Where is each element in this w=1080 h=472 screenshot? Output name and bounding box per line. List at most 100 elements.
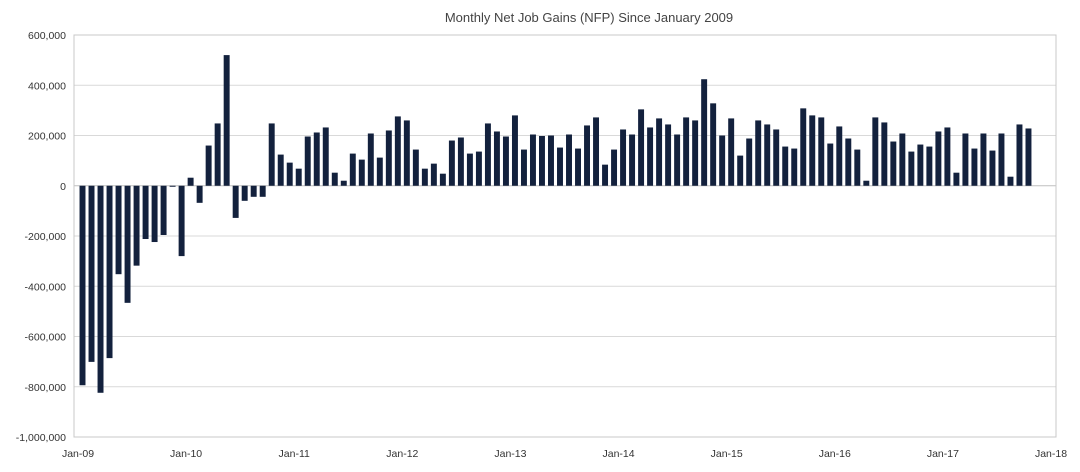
bar <box>367 133 374 186</box>
bar <box>349 153 356 186</box>
bar <box>989 150 996 186</box>
y-tick-label: 400,000 <box>28 80 66 92</box>
bar <box>827 143 834 186</box>
bar <box>575 148 581 186</box>
bar <box>692 120 699 186</box>
bar <box>79 185 86 386</box>
bar <box>187 177 194 186</box>
bar <box>845 138 852 186</box>
plot-area <box>73 34 1057 438</box>
y-tick-label: 0 <box>60 181 66 193</box>
bar <box>764 124 771 186</box>
bar <box>728 118 735 186</box>
y-tick-label: -200,000 <box>25 231 67 243</box>
x-tick-label: Jan-11 <box>279 448 310 460</box>
bar <box>998 133 1005 186</box>
gridlines <box>74 34 1056 438</box>
bar <box>358 159 365 186</box>
x-tick-label: Jan-12 <box>386 448 418 460</box>
x-tick-label: Jan-16 <box>819 448 851 460</box>
bar <box>935 131 942 186</box>
bar <box>917 144 924 186</box>
bar <box>746 138 753 186</box>
bar <box>782 146 789 186</box>
bar <box>412 149 419 186</box>
bar <box>151 185 158 243</box>
bar <box>286 162 293 186</box>
bar <box>403 120 410 186</box>
bar <box>313 132 320 186</box>
bar <box>439 173 446 186</box>
bar <box>548 135 554 186</box>
bar <box>421 168 428 186</box>
bar <box>241 185 248 201</box>
bar <box>710 103 717 186</box>
bar <box>629 134 636 186</box>
bar <box>304 136 311 186</box>
x-tick-label: Jan-15 <box>711 448 743 460</box>
bar <box>124 185 131 303</box>
bar <box>719 135 726 186</box>
bar <box>142 185 149 240</box>
bar <box>962 133 969 186</box>
bar <box>611 149 618 186</box>
bar <box>133 185 140 266</box>
x-tick-label: Jan-18 <box>1035 448 1067 460</box>
bar <box>647 127 654 186</box>
y-tick-label: -600,000 <box>25 332 67 344</box>
bar <box>214 123 221 186</box>
bar <box>881 122 888 186</box>
bar <box>566 134 572 186</box>
bar <box>268 123 275 186</box>
bar <box>475 151 482 186</box>
bar <box>674 134 681 186</box>
bar <box>160 185 167 235</box>
bar <box>872 117 879 186</box>
bar <box>322 127 329 186</box>
x-axis-ticks: Jan-09 Jan-10 Jan-11 Jan-12 Jan-13 Jan-14 Jan-… <box>62 448 1067 460</box>
bar <box>295 168 302 186</box>
bar <box>502 136 509 186</box>
y-tick-label: -800,000 <box>25 382 67 394</box>
bar <box>926 146 933 186</box>
bar <box>890 141 897 186</box>
y-tick-label: 600,000 <box>28 30 66 42</box>
bar <box>529 134 536 186</box>
bar <box>376 157 383 186</box>
bar <box>809 115 816 186</box>
bar <box>818 117 825 186</box>
bar <box>466 153 473 186</box>
bar <box>331 172 338 186</box>
bar <box>836 126 843 186</box>
bar <box>980 133 987 186</box>
bar <box>250 185 257 197</box>
bar <box>520 149 527 186</box>
bar <box>448 140 455 186</box>
bar <box>944 127 951 186</box>
bar <box>1025 128 1032 186</box>
bar <box>385 130 392 186</box>
y-axis-ticks: 600,000 400,000 200,000 0 -200,000 -400,000 -6… <box>16 30 66 444</box>
bar <box>791 148 798 186</box>
bar <box>484 123 491 186</box>
bar <box>539 136 545 186</box>
x-tick-label: Jan-14 <box>603 448 635 460</box>
bar <box>683 117 690 186</box>
bar <box>899 133 906 186</box>
bar <box>223 55 230 186</box>
y-tick-label: -400,000 <box>25 281 67 293</box>
bar <box>584 125 590 186</box>
bar <box>88 185 95 362</box>
bar <box>701 79 708 186</box>
x-tick-label: Jan-17 <box>927 448 959 460</box>
bar <box>169 185 176 187</box>
bar <box>277 154 284 186</box>
bar <box>593 117 600 186</box>
bar <box>511 115 518 186</box>
x-tick-label: Jan-10 <box>170 448 202 460</box>
x-tick-label: Jan-13 <box>494 448 526 460</box>
bar <box>800 108 807 186</box>
bar <box>1007 176 1014 186</box>
bar <box>106 185 113 359</box>
